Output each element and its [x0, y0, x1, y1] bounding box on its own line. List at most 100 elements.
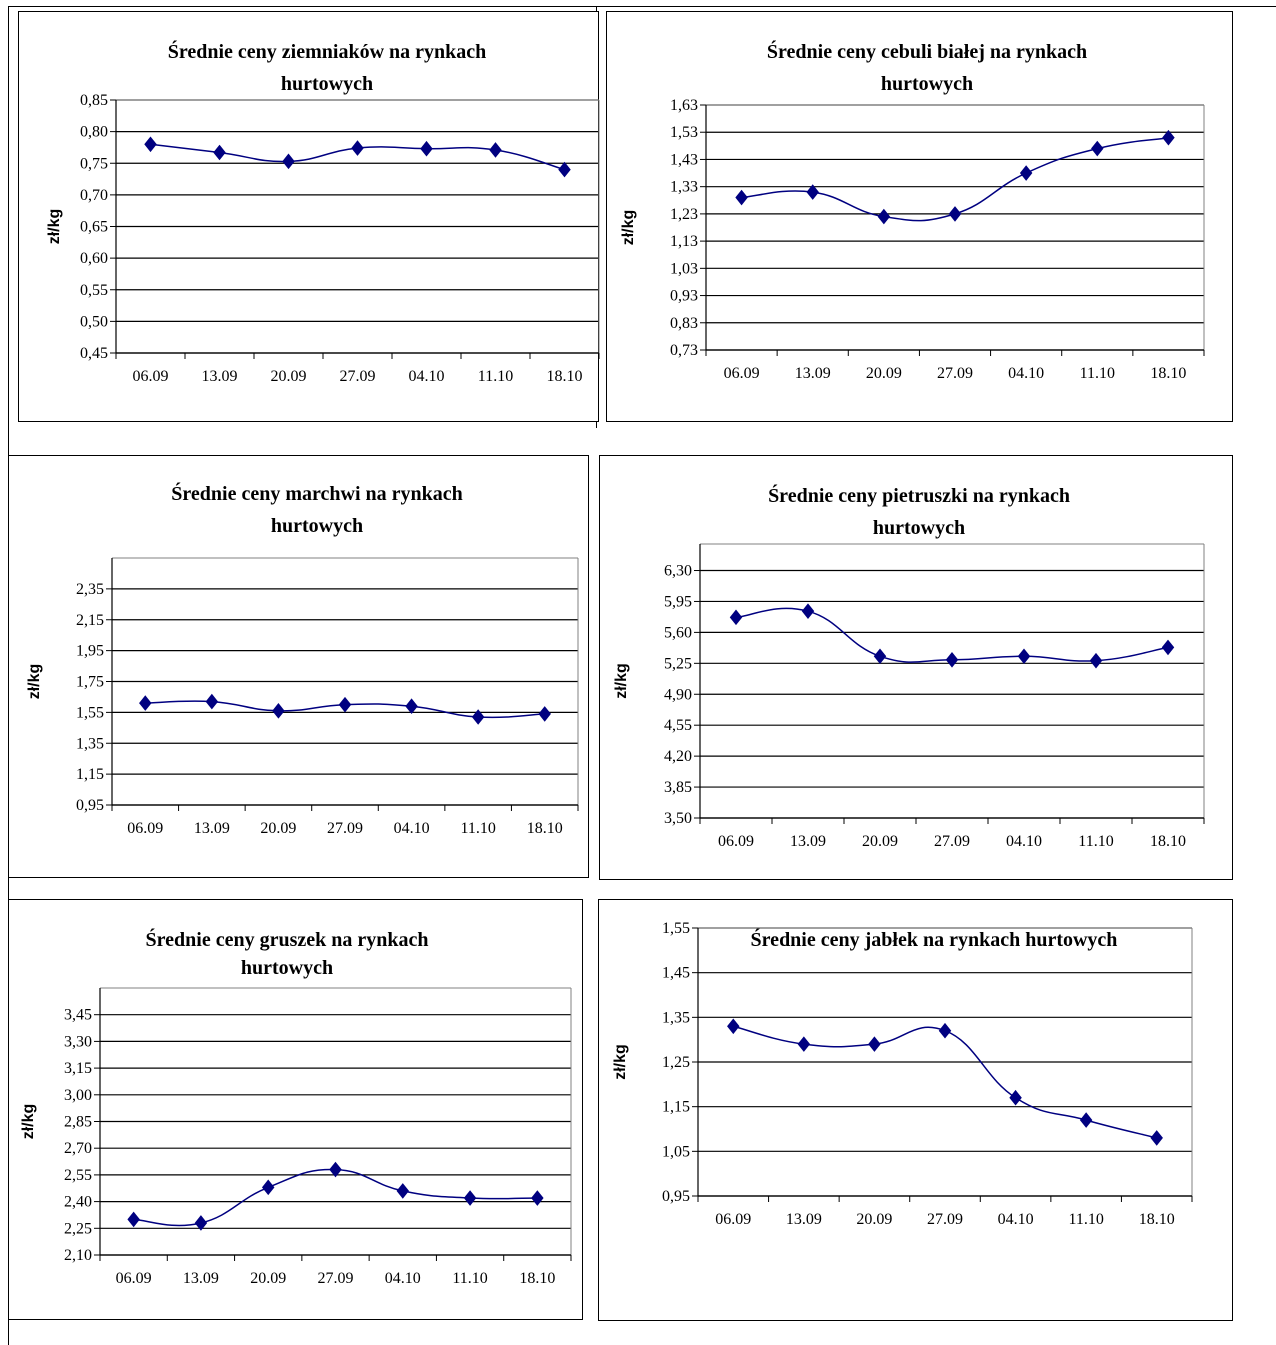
y-tick-label: 1,43 — [670, 151, 698, 168]
x-tick-label: 11.10 — [478, 368, 513, 385]
data-point-marker — [272, 703, 285, 719]
series-line — [733, 1025, 1157, 1139]
y-tick-label: 0,70 — [80, 187, 108, 204]
chart-svg: Średnie ceny pietruszki na rynkach hurtow… — [613, 483, 1205, 850]
x-tick-label: 11.10 — [460, 820, 495, 837]
chart-title-line: Średnie ceny ziemniaków na rynkach — [168, 39, 487, 63]
data-point-marker — [1009, 1089, 1022, 1106]
data-point-marker — [538, 706, 551, 722]
y-tick-label: 1,95 — [76, 643, 104, 660]
x-tick-label: 18.10 — [519, 1270, 555, 1287]
data-point-marker — [797, 1036, 811, 1052]
x-tick-label: 27.09 — [327, 820, 363, 837]
x-tick-label: 18.10 — [1139, 1211, 1175, 1228]
y-axis-label: zł/kg — [613, 663, 630, 699]
chart-title-line: Średnie ceny cebuli białej na rynkach — [767, 39, 1087, 63]
x-tick-label: 04.10 — [998, 1211, 1034, 1228]
y-tick-label: 2,85 — [64, 1114, 92, 1131]
chart-title-line: hurtowych — [281, 73, 373, 95]
y-tick-label: 1,13 — [670, 233, 698, 250]
chart-svg: Średnie ceny ziemniaków na rynkach hurtow… — [46, 39, 600, 385]
chart-svg: Średnie ceny cebuli białej na rynkach hur… — [620, 39, 1205, 382]
frame-top-line — [8, 6, 1276, 7]
y-tick-label: 1,03 — [670, 260, 698, 277]
y-tick-label: 1,05 — [662, 1143, 690, 1160]
x-tick-label: 13.09 — [786, 1211, 822, 1228]
y-tick-label: 3,50 — [664, 810, 692, 827]
x-tick-label: 27.09 — [318, 1270, 354, 1287]
x-tick-label: 18.10 — [547, 368, 583, 385]
data-point-marker — [282, 153, 295, 170]
x-tick-label: 18.10 — [1150, 833, 1186, 850]
data-point-marker — [420, 140, 433, 157]
y-tick-label: 1,63 — [670, 97, 698, 114]
chart-title-line: hurtowych — [241, 957, 333, 979]
x-tick-label: 06.09 — [718, 833, 754, 850]
data-point-marker — [938, 1022, 952, 1039]
y-tick-label: 2,15 — [76, 612, 104, 629]
x-tick-label: 11.10 — [1078, 833, 1113, 850]
y-tick-label: 3,00 — [64, 1087, 92, 1104]
y-tick-label: 0,55 — [80, 282, 108, 299]
x-tick-label: 06.09 — [724, 365, 760, 382]
data-point-marker — [868, 1036, 881, 1052]
x-tick-label: 20.09 — [866, 365, 902, 382]
data-point-marker — [329, 1161, 342, 1178]
y-tick-label: 5,60 — [664, 624, 692, 641]
y-tick-label: 1,33 — [670, 179, 698, 196]
x-tick-label: 11.10 — [452, 1270, 487, 1287]
x-tick-label: 04.10 — [385, 1270, 421, 1287]
data-point-marker — [531, 1190, 544, 1206]
y-tick-label: 1,75 — [76, 674, 104, 691]
chart-pears: Średnie ceny gruszek na rynkach hurtowych… — [8, 899, 583, 1320]
y-axis-label: zł/kg — [612, 1044, 629, 1080]
x-tick-label: 20.09 — [856, 1211, 892, 1228]
y-tick-label: 2,55 — [64, 1167, 92, 1184]
data-point-marker — [873, 648, 887, 665]
y-tick-label: 2,40 — [64, 1194, 92, 1211]
y-tick-label: 0,95 — [76, 797, 104, 814]
data-point-marker — [127, 1211, 140, 1228]
x-tick-label: 13.09 — [183, 1270, 219, 1287]
chart-white-onion: Średnie ceny cebuli białej na rynkach hur… — [606, 11, 1233, 422]
chart-potatoes: Średnie ceny ziemniaków na rynkach hurtow… — [18, 11, 600, 422]
data-point-marker — [489, 142, 502, 158]
y-tick-label: 0,83 — [670, 315, 698, 332]
y-tick-label: 1,25 — [662, 1054, 690, 1071]
data-point-marker — [801, 603, 815, 619]
chart-title-line: hurtowych — [873, 517, 965, 539]
x-tick-label: 27.09 — [340, 368, 376, 385]
data-point-marker — [463, 1190, 477, 1206]
y-tick-label: 1,15 — [76, 766, 104, 783]
x-tick-label: 04.10 — [409, 368, 445, 385]
y-tick-label: 2,35 — [76, 581, 104, 598]
y-tick-label: 0,45 — [80, 345, 108, 362]
y-tick-label: 4,55 — [664, 717, 692, 734]
x-tick-label: 06.09 — [116, 1270, 152, 1287]
y-tick-label: 5,95 — [664, 593, 692, 610]
data-point-marker — [729, 609, 743, 626]
data-point-marker — [1161, 639, 1175, 656]
data-point-marker — [1079, 1112, 1093, 1128]
x-tick-label: 20.09 — [271, 368, 307, 385]
y-tick-label: 4,90 — [664, 686, 692, 703]
data-point-marker — [351, 140, 364, 156]
x-tick-label: 11.10 — [1080, 365, 1115, 382]
x-tick-label: 13.09 — [790, 833, 826, 850]
y-tick-label: 0,50 — [80, 313, 108, 330]
y-tick-label: 3,45 — [64, 1007, 92, 1024]
chart-title-line: Średnie ceny marchwi na rynkach — [171, 481, 463, 505]
data-point-marker — [194, 1215, 208, 1231]
series-line — [133, 1168, 538, 1227]
data-point-marker — [877, 208, 891, 225]
chart-title-line: Średnie ceny jabłek na rynkach hurtowych — [751, 927, 1118, 951]
data-point-marker — [338, 696, 352, 713]
y-tick-label: 1,55 — [662, 920, 690, 937]
chart-svg: Średnie ceny gruszek na rynkach hurtowych… — [20, 927, 572, 1287]
data-point-marker — [735, 189, 748, 206]
x-tick-label: 20.09 — [250, 1270, 286, 1287]
chart-svg: Średnie ceny jabłek na rynkach hurtowych… — [612, 920, 1193, 1228]
data-point-marker — [405, 698, 418, 715]
chart-carrot: Średnie ceny marchwi na rynkach hurtowych… — [8, 455, 589, 878]
data-point-marker — [139, 695, 152, 711]
